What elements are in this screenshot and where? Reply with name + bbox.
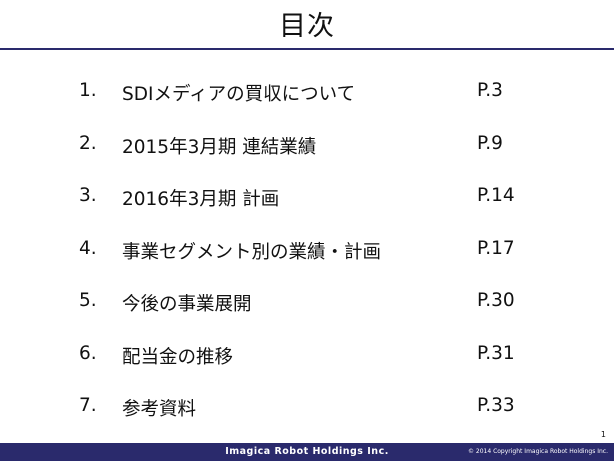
toc-item-page: P.9 (477, 132, 503, 154)
toc-item-label: 参考資料 (122, 399, 197, 420)
toc-item-number: 1. (79, 80, 97, 101)
page-number: 1 (600, 430, 606, 439)
toc-item: 7. 参考資料 P.33 (0, 389, 614, 442)
toc-item: 2. 2015年3月期 連結業績 P.9 (0, 127, 614, 180)
footer-copyright: © 2014 Copyright Imagica Robot Holdings … (467, 448, 608, 455)
slide-title: 目次 (279, 11, 335, 42)
toc-item-page: P.31 (477, 342, 515, 364)
toc-item-number: 5. (79, 290, 97, 311)
toc-item-label: 2016年3月期 計画 (122, 189, 280, 210)
toc-item-page: P.14 (477, 185, 515, 206)
toc-item-label: 配当金の推移 (122, 346, 234, 368)
toc-item: 6. 配当金の推移 P.31 (0, 337, 614, 390)
toc-item-number: 3. (79, 185, 97, 206)
footer-brand: Imagica Robot Holdings Inc. (225, 446, 389, 457)
toc-item-label: 2015年3月期 連結業績 (122, 136, 317, 158)
toc-item-number: 7. (79, 395, 97, 416)
toc-item-label: 事業セグメント別の業績・計画 (122, 241, 382, 263)
toc-item: 3. 2016年3月期 計画 P.14 (0, 179, 614, 232)
title-divider (0, 48, 614, 50)
toc-item-page: P.33 (477, 395, 515, 416)
toc-item-page: P.30 (477, 290, 515, 311)
toc-item-number: 4. (79, 237, 97, 259)
table-of-contents: 1. SDIメディアの買収について P.3 2. 2015年3月期 連結業績 P… (0, 74, 614, 442)
toc-item: 4. 事業セグメント別の業績・計画 P.17 (0, 232, 614, 285)
footer-bar: Imagica Robot Holdings Inc. © 2014 Copyr… (0, 443, 614, 461)
toc-item-label: SDIメディアの買収について (122, 84, 356, 105)
toc-item-page: P.3 (477, 80, 503, 101)
toc-item: 5. 今後の事業展開 P.30 (0, 284, 614, 337)
toc-item-number: 6. (79, 342, 97, 364)
toc-item-page: P.17 (477, 237, 515, 259)
toc-item-number: 2. (79, 132, 97, 154)
toc-item: 1. SDIメディアの買収について P.3 (0, 74, 614, 127)
toc-item-label: 今後の事業展開 (122, 294, 252, 315)
